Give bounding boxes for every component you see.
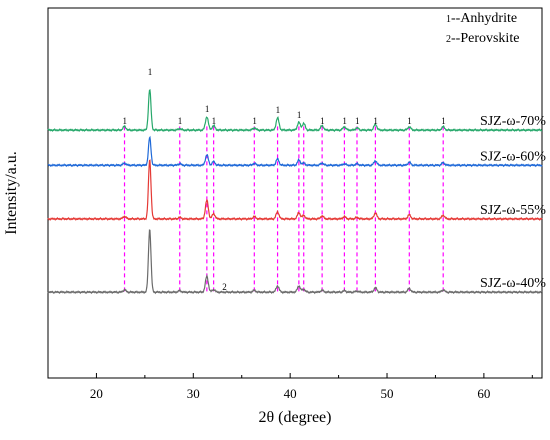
peak-annotation-4: 1 bbox=[212, 116, 217, 126]
peak-annotation-1: 1 bbox=[123, 116, 128, 126]
x-axis-title: 2θ (degree) bbox=[259, 409, 332, 426]
x-tick-label-3: 50 bbox=[381, 386, 394, 401]
y-axis-title: Intensity/a.u. bbox=[3, 151, 20, 235]
peak-annotation-7: 1 bbox=[297, 110, 302, 120]
series-labels: SJZ-ω-70% SJZ-ω-60% SJZ-ω-55% SJZ-ω-40% bbox=[480, 114, 546, 291]
peak-annotation-0: 1 bbox=[148, 67, 153, 77]
legend-entry-1: 2--Perovskite bbox=[446, 31, 519, 46]
series-line-1 bbox=[47, 135, 543, 168]
series-line-3 bbox=[47, 229, 543, 295]
series-lines bbox=[47, 88, 543, 295]
legend-number-0: 1 bbox=[446, 14, 451, 25]
series-label-3: SJZ-ω-40% bbox=[480, 276, 546, 291]
legend-number-1: 2 bbox=[446, 34, 451, 45]
x-axis: 20 30 40 50 60 bbox=[47, 373, 533, 401]
peak-annotation-9: 1 bbox=[342, 116, 347, 126]
plot-frame bbox=[47, 7, 543, 379]
peak-annotation-10: 1 bbox=[355, 116, 360, 126]
reference-lines bbox=[123, 126, 444, 293]
peak-annotation-11: 1 bbox=[373, 116, 378, 126]
legend-text-1: --Perovskite bbox=[451, 31, 519, 46]
x-tick-label-4: 60 bbox=[477, 386, 490, 401]
series-line-2 bbox=[47, 159, 543, 221]
x-tick-label-1: 30 bbox=[187, 386, 200, 401]
legend-entry-0: 1--Anhydrite bbox=[446, 11, 517, 26]
peak-annotation-14: 2 bbox=[222, 282, 227, 292]
peak-annotation-2: 1 bbox=[178, 116, 183, 126]
series-line-0 bbox=[47, 88, 543, 133]
peak-annotation-5: 1 bbox=[252, 116, 256, 126]
x-tick-label-2: 40 bbox=[284, 386, 297, 401]
peak-annotation-12: 1 bbox=[407, 116, 412, 126]
series-label-1: SJZ-ω-60% bbox=[480, 149, 546, 164]
peak-annotation-3: 1 bbox=[205, 104, 210, 114]
peak-annotation-8: 1 bbox=[320, 116, 325, 126]
series-label-2: SJZ-ω-55% bbox=[480, 203, 546, 218]
series-label-0: SJZ-ω-70% bbox=[480, 114, 546, 129]
peak-annotation-6: 1 bbox=[276, 105, 281, 115]
peak-annotations: 11 111 11 11 1 1 1 1 12 bbox=[123, 67, 446, 292]
x-tick-label-0: 20 bbox=[90, 386, 103, 401]
peak-annotation-13: 1 bbox=[441, 116, 446, 126]
legend-text-0: --Anhydrite bbox=[451, 11, 517, 26]
